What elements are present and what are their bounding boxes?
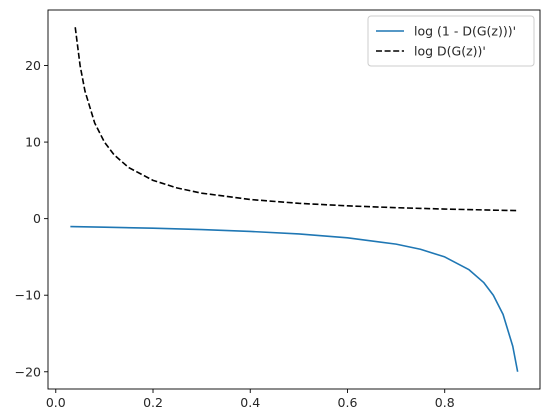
y-tick-label: 10	[25, 135, 41, 150]
x-tick-label: 0.2	[143, 395, 163, 410]
plot-frame	[47, 9, 541, 390]
x-tick-label: 0.0	[46, 395, 66, 410]
series-layer	[70, 27, 519, 372]
y-tick-label: −10	[15, 288, 41, 303]
y-tick-label: 0	[33, 211, 41, 226]
axes-layer: 0.0 0.2 0.4 0.6 0.8 −20 −10 0 10 20	[15, 9, 541, 410]
x-tick-label: 0.8	[435, 395, 455, 410]
legend-box	[367, 15, 535, 67]
y-tick-label: −20	[15, 364, 41, 379]
legend: log (1 - D(G(z)))' log D(G(z))'	[367, 15, 535, 67]
series-line-0	[70, 225, 519, 372]
x-tick-label: 0.6	[338, 395, 358, 410]
x-tick-label: 0.4	[240, 395, 260, 410]
series-line-1	[74, 27, 518, 212]
legend-label-0: log (1 - D(G(z)))'	[414, 24, 516, 39]
y-tick-label: 20	[25, 58, 41, 73]
legend-label-1: log D(G(z))'	[414, 44, 486, 59]
